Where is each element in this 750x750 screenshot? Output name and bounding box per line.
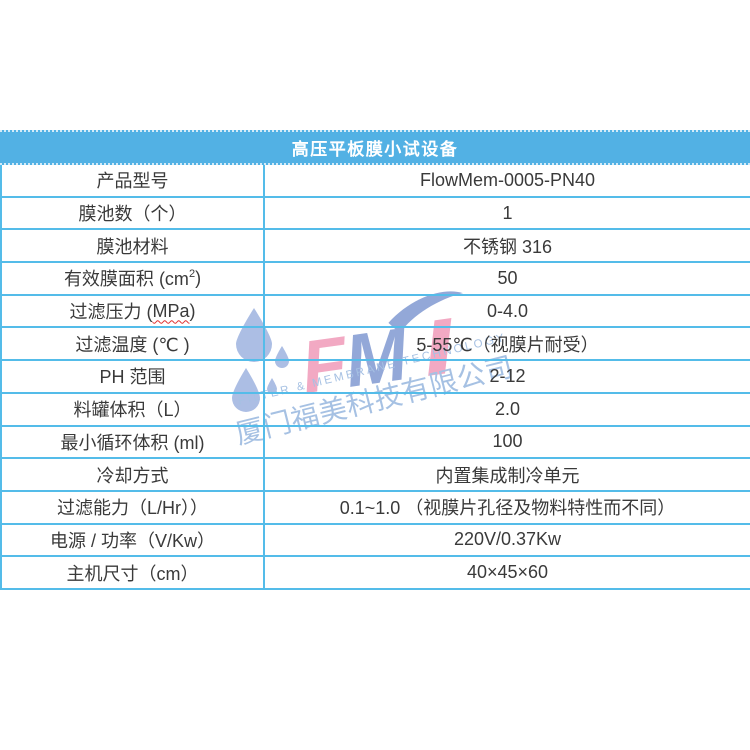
spec-label-text: 有效膜面积 (cm: [63, 269, 189, 290]
spec-value: FlowMem-0005-PN40: [419, 169, 596, 190]
spec-label: 电源 / 功率（V/Kw）: [2, 524, 265, 556]
spec-label: 膜池数（个）: [2, 197, 265, 229]
spec-value: 2-12: [489, 365, 526, 386]
spec-label: 最小循环体积 (ml): [2, 426, 265, 458]
spec-value: 50: [497, 267, 518, 288]
spec-label: 有效膜面积 (cm 2): [2, 263, 265, 294]
spec-row-tank-volume: 料罐体积（L） 2.0: [2, 393, 750, 427]
spec-label-text: ): [195, 267, 202, 288]
spec-table-body: 产品型号 FlowMem-0005-PN40 膜池数（个） 1 膜池材料 不锈钢…: [0, 165, 750, 590]
spec-value: 0-4.0: [486, 300, 529, 321]
spec-label: 膜池材料: [2, 230, 265, 262]
spec-label-text: 过滤压力 (: [69, 302, 153, 323]
spec-row-ph-range: PH 范围 2-12: [2, 361, 750, 394]
spec-label-spellcheck-text: MPa: [152, 300, 190, 321]
spec-row-cooling-method: 冷却方式 内置集成制冷单元: [2, 459, 750, 492]
spec-value: 0.1~1.0 （视膜片孔径及物料特性而不同）: [339, 498, 676, 519]
spec-row-product-model: 产品型号 FlowMem-0005-PN40: [2, 165, 750, 198]
table-title: 高压平板膜小试设备: [0, 130, 750, 165]
spec-value: 内置集成制冷单元: [435, 465, 580, 486]
spec-value: 100: [492, 431, 523, 452]
spec-row-cell-material: 膜池材料 不锈钢 316: [2, 230, 750, 264]
spec-label: 冷却方式: [2, 459, 265, 490]
spec-label: 过滤温度 (℃ ): [2, 328, 265, 360]
spec-table: 高压平板膜小试设备 产品型号 FlowMem-0005-PN40 膜池数（个） …: [0, 130, 750, 590]
spec-value: 2.0: [494, 398, 521, 419]
spec-label: PH 范围: [2, 361, 265, 392]
spec-label: 过滤压力 (MPa): [2, 295, 265, 327]
spec-row-machine-size: 主机尺寸（cm） 40×45×60: [2, 557, 750, 590]
spec-row-membrane-area: 有效膜面积 (cm 2) 50: [2, 263, 750, 296]
spec-value: 1: [502, 202, 513, 223]
spec-label: 过滤能力（L/Hr））: [2, 491, 265, 523]
spec-label: 料罐体积（L）: [2, 393, 265, 425]
spec-label: 产品型号: [2, 165, 265, 196]
spec-row-cell-count: 膜池数（个） 1: [2, 197, 750, 231]
spec-value: 40×45×60: [466, 562, 549, 583]
spec-value: 220V/0.37Kw: [453, 529, 562, 550]
spec-row-filter-pressure: 过滤压力 (MPa) 0-4.0: [2, 295, 750, 329]
spec-value: 5-55℃（视膜片耐受）: [416, 334, 599, 355]
spec-row-filter-capacity: 过滤能力（L/Hr）） 0.1~1.0 （视膜片孔径及物料特性而不同）: [2, 491, 750, 525]
spec-label: 主机尺寸（cm）: [2, 557, 265, 588]
spec-value: 不锈钢 316: [462, 236, 553, 257]
spec-row-power: 电源 / 功率（V/Kw） 220V/0.37Kw: [2, 524, 750, 558]
spec-label-text: ): [189, 300, 196, 321]
spec-row-filter-temperature: 过滤温度 (℃ ) 5-55℃（视膜片耐受）: [2, 328, 750, 362]
spec-row-min-circulation-volume: 最小循环体积 (ml) 100: [2, 426, 750, 460]
